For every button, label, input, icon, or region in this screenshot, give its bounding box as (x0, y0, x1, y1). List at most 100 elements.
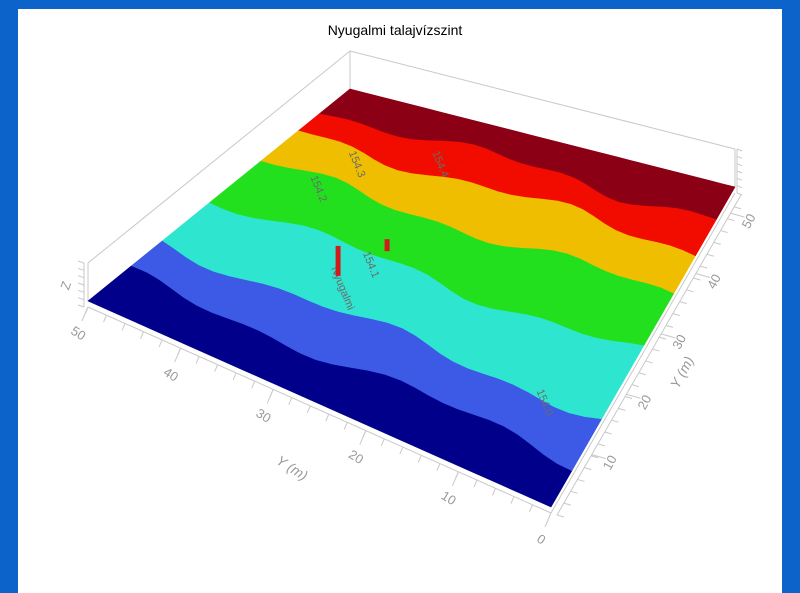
y-axis-minor-tick (556, 514, 565, 518)
y-axis-tick (695, 273, 711, 278)
x-axis-minor-tick (158, 339, 163, 348)
axes: 0 10 20 30 40 50 Y (m) 10 20 30 40 50 Y (m) Z (57, 148, 759, 548)
x-axis-minor-tick (121, 323, 126, 331)
x-axis-minor-tick (491, 488, 496, 496)
z-axis-right-tick (736, 185, 743, 189)
y-axis-minor-tick (727, 218, 735, 222)
y-axis-minor-tick (604, 431, 612, 435)
y-axis-minor-tick (577, 478, 585, 482)
x-axis-minor-tick (251, 380, 256, 389)
y-axis-minor-tick (638, 372, 646, 376)
y-axis-minor-tick (563, 502, 571, 506)
y-axis-minor-tick (652, 348, 660, 352)
z-axis-right-tick (736, 163, 743, 167)
y-axis-minor-tick (672, 313, 680, 316)
x-axis-minor-tick (417, 455, 422, 463)
y-axis-minor-tick (686, 289, 694, 293)
y-axis-title: Y (m) (667, 354, 697, 392)
y-axis-minor-tick (570, 490, 578, 494)
surface-band (319, 88, 736, 220)
z-axis-tick (77, 304, 85, 308)
y-axis-tick-label: 10 (600, 453, 620, 473)
y-axis-minor-tick (618, 407, 626, 411)
x-axis-minor-tick (380, 438, 385, 447)
y-axis-minor-tick (679, 301, 687, 305)
z-axis-tick (77, 289, 85, 293)
y-axis-tick-label: 40 (704, 271, 724, 291)
y-axis-minor-tick (720, 230, 728, 234)
z-axis-right-tick (736, 148, 743, 152)
x-axis-tick-label: 30 (253, 405, 273, 425)
chart-title: Nyugalmi talajvízszint (328, 22, 463, 38)
y-axis-minor-tick (693, 277, 701, 281)
z-axis-tick (77, 260, 85, 264)
x-axis-minor-tick (103, 315, 107, 323)
x-axis-minor-tick (529, 504, 533, 512)
x-axis-tick-label: 0 (534, 531, 548, 548)
y-axis-minor-tick (597, 443, 606, 447)
z-axis-tick-label: Z (57, 279, 74, 292)
y-axis-line (556, 194, 742, 516)
y-axis-tick (626, 393, 641, 399)
x-axis-tick (544, 512, 552, 528)
x-axis-minor-tick (454, 471, 459, 479)
well-markers (335, 239, 390, 276)
y-axis-tick-label: 50 (739, 211, 759, 231)
x-axis-tick-label: 10 (439, 488, 459, 508)
z-axis-right-tick (736, 170, 743, 174)
box-edge (87, 50, 351, 264)
y-axis-minor-tick (645, 360, 653, 364)
x-axis-minor-tick (510, 496, 515, 504)
bounding-box-back (87, 50, 736, 514)
y-axis-minor-tick (631, 384, 640, 388)
y-axis-minor-tick (706, 253, 715, 257)
y-axis-minor-tick (611, 419, 619, 423)
x-axis-minor-tick (306, 405, 311, 414)
surface-bands (87, 88, 736, 508)
x-axis-minor-tick (473, 479, 478, 488)
x-axis-tick-label: 20 (346, 447, 366, 467)
y-axis-minor-tick (625, 396, 633, 399)
x-axis-minor-tick (436, 463, 441, 471)
x-axis-minor-tick (325, 413, 330, 422)
box-edge (550, 192, 736, 514)
y-axis-tick-label: 20 (634, 392, 654, 412)
x-axis-minor-tick (140, 331, 145, 339)
z-axis-right-tick (736, 177, 743, 181)
z-axis-tick (77, 275, 85, 279)
y-axis-tick (661, 333, 676, 339)
z-axis-right-tick (736, 192, 743, 196)
surface-chart: Nyugalmi talajvízszint 154.0Nyugalmi154.… (57, 22, 759, 548)
well-marker (335, 245, 341, 276)
x-axis-minor-tick (343, 422, 348, 430)
y-axis-minor-tick (665, 324, 674, 328)
x-axis-minor-tick (84, 306, 89, 315)
x-axis-line (87, 306, 552, 514)
x-axis-minor-tick (177, 348, 182, 356)
z-axis-tick (77, 297, 85, 301)
y-axis-tick (730, 212, 745, 218)
y-axis-minor-tick (584, 467, 592, 471)
chart-frame: Nyugalmi talajvízszint 154.0 Nyugalmi 154.… (18, 9, 782, 593)
well-marker (384, 239, 390, 252)
x-axis-tick-label: 40 (161, 364, 181, 384)
y-axis-minor-tick (590, 455, 599, 459)
x-axis-minor-tick (214, 364, 219, 372)
y-axis-minor-tick (713, 241, 721, 245)
z-axis-tick (77, 267, 85, 271)
z-axis-right-tick (736, 155, 743, 159)
y-axis-minor-tick (699, 265, 708, 269)
y-axis-minor-tick (659, 336, 667, 340)
x-axis-tick-label: 50 (68, 323, 88, 343)
y-axis-tick-label: 30 (669, 332, 689, 352)
x-axis-minor-tick (362, 430, 367, 438)
x-axis-title: Y (m) (274, 452, 311, 484)
y-axis-tick (591, 454, 606, 460)
x-axis-minor-tick (399, 446, 404, 455)
x-axis-minor-tick (288, 397, 293, 405)
z-axis-tick (77, 282, 85, 286)
x-axis-minor-tick (232, 372, 237, 381)
y-axis-minor-tick (734, 206, 742, 210)
x-axis-minor-tick (269, 389, 274, 397)
box-edge (349, 50, 736, 150)
